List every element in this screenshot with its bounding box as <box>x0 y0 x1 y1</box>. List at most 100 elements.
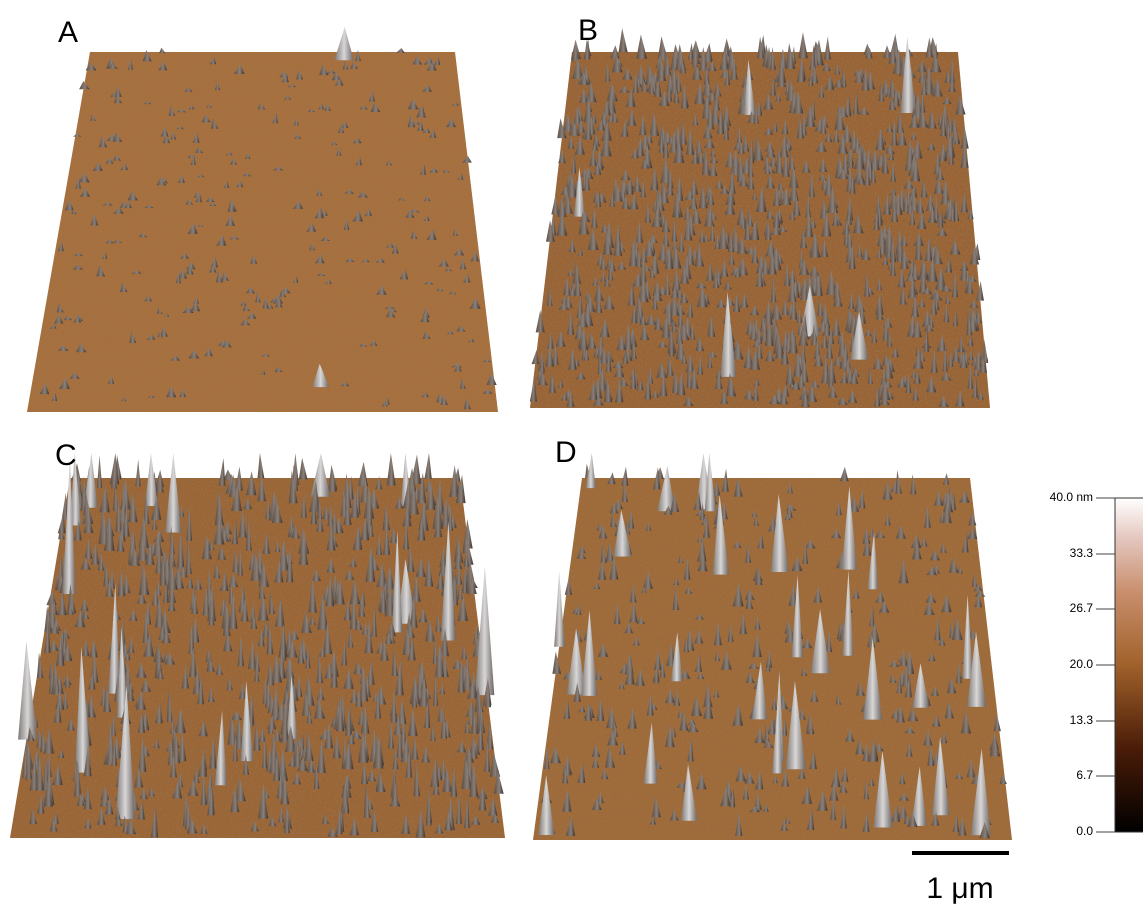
spike <box>944 700 954 719</box>
spike <box>204 347 213 357</box>
spike <box>178 566 188 578</box>
spike <box>61 644 73 661</box>
spike <box>928 311 934 328</box>
spike <box>607 263 614 281</box>
spike <box>798 327 809 346</box>
spike <box>261 734 268 769</box>
spike <box>557 379 564 388</box>
spike <box>126 682 135 701</box>
spike <box>600 348 609 364</box>
spike <box>720 786 731 807</box>
tick-label: 13.3 <box>1070 713 1094 727</box>
spike <box>600 768 609 780</box>
spike <box>888 149 894 161</box>
spike <box>57 345 69 351</box>
spike <box>73 520 82 541</box>
spike <box>796 309 803 323</box>
spike <box>568 133 575 149</box>
spike <box>575 603 582 615</box>
spike <box>875 591 885 603</box>
spike <box>340 381 350 387</box>
spike <box>751 661 768 720</box>
spike <box>687 43 694 60</box>
spike <box>266 714 277 730</box>
spike <box>315 254 325 264</box>
afm-panel: B <box>529 14 990 408</box>
spike <box>691 695 703 717</box>
spike <box>882 254 889 265</box>
spike <box>103 517 115 551</box>
spike <box>732 292 741 312</box>
spike <box>752 338 762 348</box>
spike <box>232 734 238 762</box>
spike <box>868 778 875 786</box>
spike <box>672 587 680 611</box>
spike <box>828 369 834 388</box>
spike <box>772 121 778 132</box>
spike <box>79 81 90 90</box>
spike <box>616 334 627 351</box>
spike <box>979 821 990 839</box>
panel-label: C <box>55 439 77 472</box>
spike <box>334 77 344 86</box>
spike <box>753 137 764 161</box>
spike <box>209 56 217 65</box>
spike <box>238 683 247 699</box>
spike <box>255 291 261 303</box>
spike <box>883 45 892 58</box>
spike <box>27 726 35 741</box>
spike <box>76 343 87 353</box>
spike <box>240 318 251 326</box>
spike <box>227 199 236 212</box>
spike <box>317 594 329 630</box>
spike <box>891 201 899 222</box>
spike <box>618 28 628 53</box>
spike <box>461 755 473 790</box>
spike <box>883 225 895 251</box>
spike <box>830 797 836 821</box>
spike <box>193 297 200 304</box>
spike <box>116 531 125 552</box>
spike <box>310 453 331 497</box>
spike <box>318 103 324 110</box>
spike <box>205 103 213 108</box>
spike <box>172 730 181 764</box>
spike <box>948 144 954 165</box>
spike <box>568 286 577 297</box>
spike <box>779 390 788 405</box>
spike <box>412 681 418 708</box>
spike <box>576 118 585 133</box>
spike <box>610 45 620 59</box>
spike <box>137 710 145 733</box>
spike <box>416 107 427 118</box>
spike <box>942 472 949 485</box>
spike <box>463 397 471 410</box>
spike <box>198 720 208 737</box>
spike <box>870 147 880 171</box>
spike <box>916 212 927 229</box>
spike <box>75 176 81 189</box>
spike <box>644 203 651 223</box>
spike <box>52 764 63 786</box>
spike <box>932 245 943 265</box>
spike <box>689 178 698 195</box>
spike <box>748 662 760 669</box>
spike <box>884 512 891 526</box>
spike <box>165 453 182 533</box>
spike <box>895 524 906 539</box>
spike <box>433 672 439 706</box>
spike <box>544 745 550 770</box>
spike <box>424 195 431 202</box>
spike <box>209 264 217 273</box>
spike <box>228 592 238 629</box>
spike <box>909 209 916 225</box>
spike <box>105 579 114 597</box>
spike <box>936 335 947 352</box>
spike <box>697 538 707 562</box>
spike <box>266 661 275 686</box>
spike <box>600 271 606 282</box>
spike <box>968 627 977 639</box>
spike <box>613 231 623 256</box>
spike <box>40 728 47 753</box>
spike <box>154 596 165 628</box>
